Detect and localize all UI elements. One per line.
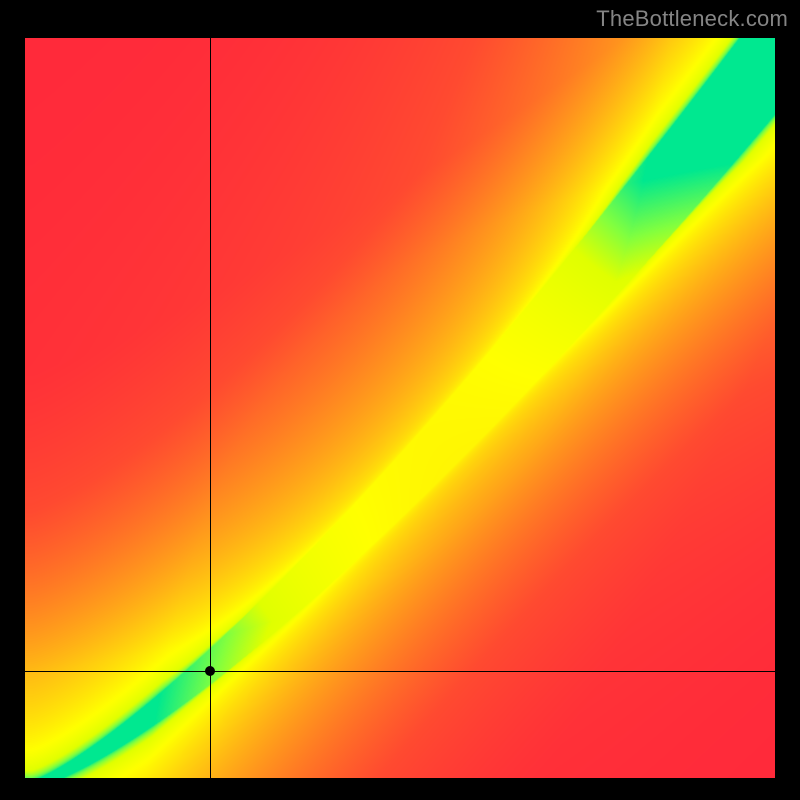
crosshair-horizontal — [25, 671, 775, 672]
crosshair-marker — [205, 666, 215, 676]
heatmap-canvas — [25, 38, 775, 778]
heatmap-plot — [25, 38, 775, 778]
watermark-text: TheBottleneck.com — [596, 6, 788, 32]
